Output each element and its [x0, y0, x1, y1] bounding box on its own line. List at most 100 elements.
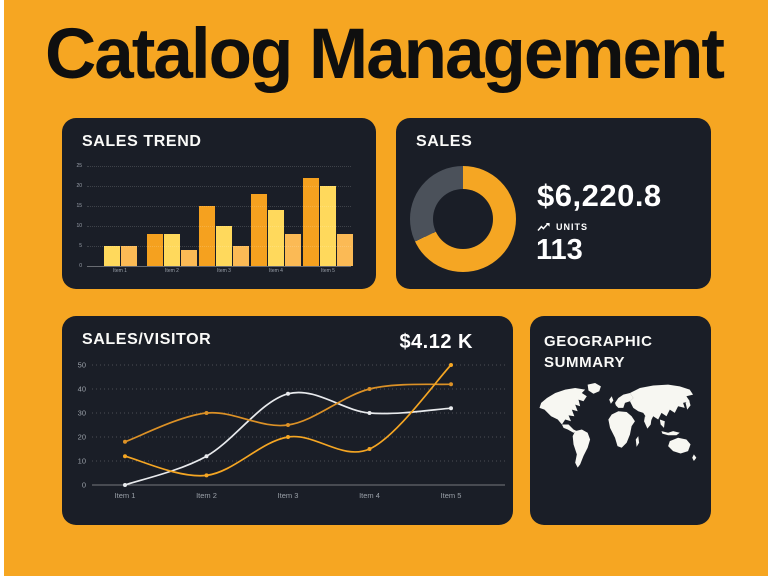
map-europe [615, 392, 634, 408]
bar [303, 178, 319, 266]
units-label: UNITS [556, 222, 588, 232]
x-tick-label: Item 5 [441, 491, 462, 500]
y-tick-label: 20 [76, 183, 82, 189]
map-se-asia [659, 419, 665, 428]
gridline [87, 246, 351, 247]
bar [251, 194, 267, 266]
gridline [87, 166, 351, 167]
x-tick-label: Item 2 [196, 491, 217, 500]
units-value: 113 [536, 234, 583, 266]
map-new-zealand [692, 454, 697, 462]
sales-title: SALES [416, 133, 473, 150]
sales-visitor-value: $4.12 K [399, 331, 473, 353]
bar [103, 246, 120, 266]
map-asia [629, 384, 694, 423]
map-uk [609, 396, 614, 404]
bar [164, 234, 180, 266]
sales-amount: $6,220.8 [537, 178, 662, 213]
map-india [644, 416, 652, 429]
gridline [87, 206, 351, 207]
world-map [539, 383, 697, 468]
sales-panel: SALES $6,220.8 UNITS 113 [396, 118, 711, 289]
map-japan [685, 399, 691, 410]
data-point-marker [286, 423, 290, 427]
orange-line-2 [124, 364, 452, 477]
geographic-title-line1: GEOGRAPHIC [544, 333, 653, 350]
page-title: Catalog Management [44, 15, 725, 94]
x-tick-label: Item 2 [165, 268, 179, 274]
bar-group [250, 194, 302, 266]
map-south-america [572, 429, 591, 468]
y-tick-label: 5 [79, 243, 82, 249]
data-point-marker [123, 439, 127, 444]
bar [320, 186, 336, 266]
trending-up-icon [537, 223, 550, 231]
y-tick-label: 20 [78, 433, 86, 442]
map-australia [668, 437, 691, 454]
geographic-title: GEOGRAPHIC SUMMARY [544, 331, 653, 373]
gridline [87, 186, 351, 187]
bar-group [302, 178, 354, 266]
data-point-marker [449, 406, 453, 411]
x-tick-label: Item 1 [113, 268, 127, 274]
y-tick-label: 10 [76, 223, 82, 229]
sales-visitor-chart: 0 10 20 30 40 50 Item 1 Item 2 Item 3 Item 4 Item … [78, 361, 505, 500]
data-point-marker [449, 363, 453, 367]
data-point-marker [204, 411, 209, 415]
geographic-title-line2: SUMMARY [544, 354, 626, 371]
bar [181, 250, 197, 266]
x-tick-label: Item 3 [278, 491, 299, 500]
map-madagascar [635, 436, 640, 447]
y-tick-label: 50 [78, 361, 86, 370]
x-tick-label: Item 4 [359, 491, 380, 500]
data-point-marker [204, 454, 209, 459]
bar [216, 226, 232, 266]
y-tick-label: 0 [82, 481, 86, 490]
bar [233, 246, 249, 266]
data-point-marker [367, 387, 372, 391]
y-tick-label: 25 [76, 163, 82, 169]
map-central-america [561, 424, 577, 433]
sales-trend-bars [94, 166, 354, 266]
data-point-marker [367, 447, 372, 451]
sales-donut-chart [410, 166, 516, 272]
sales-visitor-title: SALES/VISITOR [82, 331, 212, 348]
x-tick-label: Item 3 [217, 268, 231, 274]
bar-group [146, 234, 198, 266]
x-tick-label: Item 4 [269, 268, 283, 274]
bar-group [198, 206, 250, 266]
y-tick-label: 0 [79, 263, 82, 269]
bar [285, 234, 301, 266]
map-indonesia [661, 431, 680, 436]
sales-trend-panel: SALES TREND Item 1 Item 2 Item 3 Item 4 Item… [62, 118, 376, 289]
units-row: UNITS [537, 222, 588, 232]
data-point-marker [204, 473, 209, 478]
y-tick-label: 30 [78, 409, 86, 418]
y-tick-label: 40 [78, 385, 86, 394]
geographic-panel: GEOGRAPHIC SUMMARY [530, 316, 711, 525]
bar [337, 234, 353, 266]
bar-group [94, 246, 146, 266]
x-tick-label: Item 1 [115, 491, 136, 500]
bar [147, 234, 163, 266]
y-tick-label: 15 [76, 203, 82, 209]
data-point-marker [286, 391, 290, 396]
bar [268, 210, 284, 266]
data-point-marker [449, 382, 453, 387]
data-point-marker [123, 454, 127, 459]
bar [199, 206, 215, 266]
bar [120, 246, 137, 266]
data-point-marker [367, 411, 372, 415]
map-africa [608, 411, 635, 448]
data-point-marker [123, 483, 127, 487]
map-north-america [539, 387, 587, 425]
gridline [87, 226, 351, 227]
x-tick-label: Item 5 [321, 268, 335, 274]
left-edge-strip [0, 0, 4, 576]
sales-trend-title: SALES TREND [82, 133, 202, 150]
sales-trend-xlabels: Item 1 Item 2 Item 3 Item 4 Item 5 [94, 268, 354, 274]
sales-visitor-panel: SALES/VISITOR $4.12 K 0 10 20 30 40 50 Item 1 I… [62, 316, 513, 525]
map-greenland [587, 383, 601, 394]
data-point-marker [286, 435, 290, 439]
